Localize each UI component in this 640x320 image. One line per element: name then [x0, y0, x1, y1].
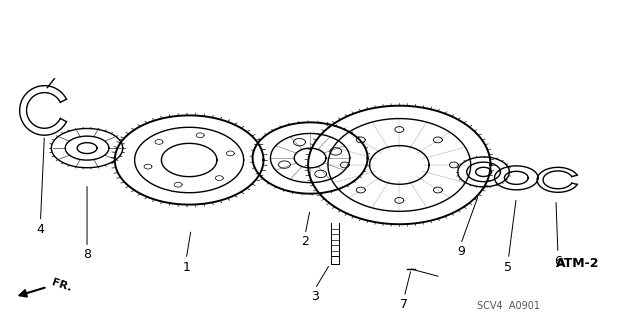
Text: 7: 7 [400, 298, 408, 311]
Text: SCV4  A0901: SCV4 A0901 [477, 301, 540, 311]
Text: 1: 1 [182, 260, 190, 274]
Text: 5: 5 [504, 260, 513, 274]
Text: ATM-2: ATM-2 [556, 257, 600, 270]
Text: 3: 3 [311, 290, 319, 303]
Text: 2: 2 [301, 235, 309, 248]
Text: 6: 6 [554, 255, 562, 268]
Text: 9: 9 [457, 245, 465, 258]
Text: FR.: FR. [51, 277, 73, 293]
Text: 8: 8 [83, 248, 91, 261]
Text: 4: 4 [36, 223, 44, 236]
